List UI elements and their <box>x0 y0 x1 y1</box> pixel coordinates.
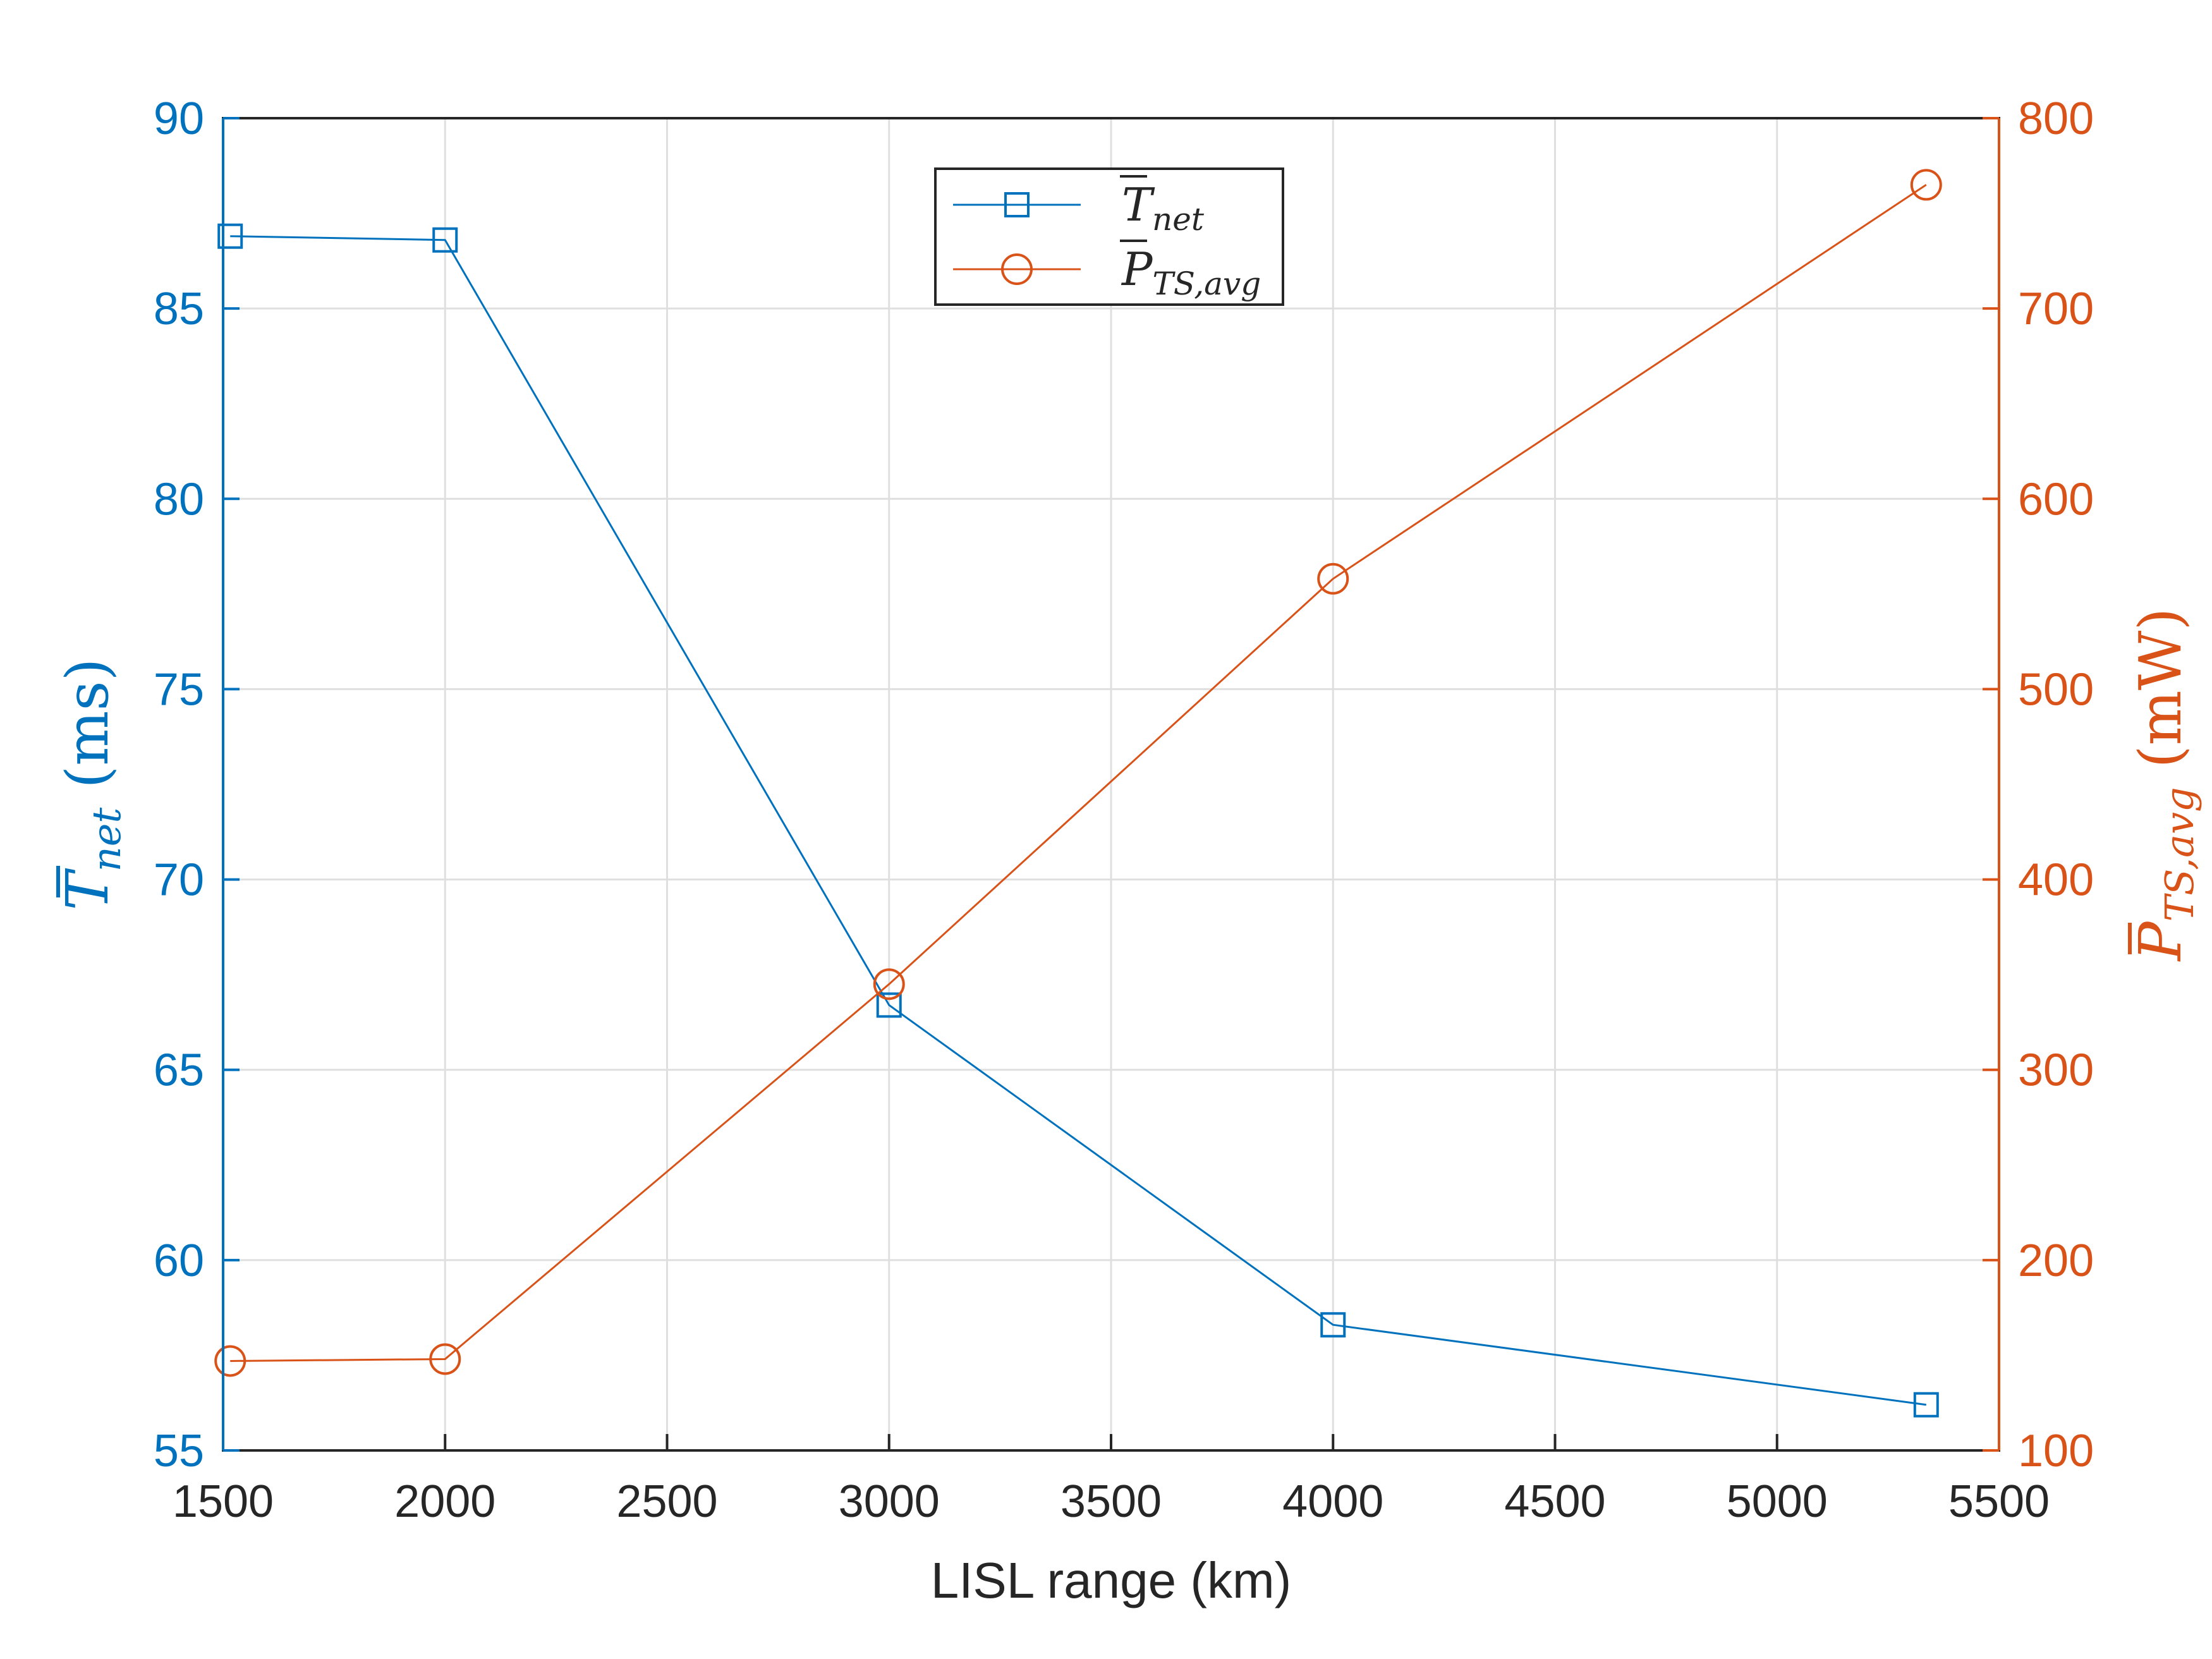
y-left-tick-label: 55 <box>154 1426 204 1476</box>
x-tick-label: 2000 <box>394 1476 495 1527</box>
data-point-circle <box>1317 562 1349 595</box>
y-left-tick-label: 65 <box>154 1045 204 1096</box>
y-axis-right-label: PTS,avg (mW) <box>2127 608 2203 963</box>
y-right-subscript: TS,avg <box>2156 787 2203 921</box>
y-axis-left-label: Tnet (ms) <box>54 658 130 910</box>
y-right-tick-label: 300 <box>2018 1045 2094 1096</box>
data-point-circle <box>873 968 905 1000</box>
y-right-tick-label: 700 <box>2018 284 2094 334</box>
x-tick-label: 3000 <box>839 1476 940 1527</box>
plot-series <box>214 169 1942 1418</box>
legend-marker-square <box>1004 192 1030 217</box>
legend-marker-circle <box>1001 253 1033 285</box>
y-right-tick-label: 200 <box>2018 1236 2094 1286</box>
legend-label-subscript: net <box>1152 201 1205 238</box>
legend-label-subscript: TS,avg <box>1152 265 1261 302</box>
y-left-subscript: net <box>83 808 130 872</box>
y-right-tick-label: 600 <box>2018 474 2094 525</box>
legend-label: PTS,avg <box>1121 243 1261 302</box>
data-point-square <box>217 223 243 249</box>
y-left-tick-label: 80 <box>154 474 204 525</box>
x-tick-label: 1500 <box>173 1476 274 1527</box>
data-point-circle <box>214 1345 246 1377</box>
series-line-square <box>230 235 1926 1406</box>
x-tick-label: 5000 <box>1727 1476 1828 1527</box>
axis-ticks: 1500 2000 2500 3000 3500 4000 4500 5000 5500 55 60… <box>154 94 2094 1527</box>
y-left-unit: (ms) <box>54 658 121 788</box>
y-left-tick-label: 70 <box>154 855 204 906</box>
x-tick-label: 3500 <box>1060 1476 1162 1527</box>
y-left-tick-label: 90 <box>154 94 204 144</box>
series-line-circle <box>230 184 1927 1362</box>
x-tick-label: 4500 <box>1504 1476 1605 1527</box>
x-tick-label: 2500 <box>616 1476 717 1527</box>
y-right-tick-label: 800 <box>2018 94 2094 144</box>
legend-label-symbol: T <box>1122 178 1155 231</box>
legend-box <box>934 167 1284 306</box>
y-left-tick-label: 85 <box>154 284 204 334</box>
data-point-square <box>876 992 902 1018</box>
y-right-tick-label: 500 <box>2018 664 2094 715</box>
x-axis-label: LISL range (km) <box>931 1552 1292 1608</box>
data-point-circle <box>429 1343 461 1375</box>
legend-label: Tnet <box>1122 178 1205 238</box>
x-tick-label: 5500 <box>1948 1476 2050 1527</box>
y-left-symbol: T <box>54 868 121 911</box>
y-right-unit: (mW) <box>2127 608 2194 769</box>
data-point-square <box>1320 1312 1346 1338</box>
y-right-symbol: P <box>2127 920 2194 962</box>
y-left-tick-label: 60 <box>154 1236 204 1286</box>
data-point-square <box>432 227 458 253</box>
data-point-square <box>1913 1392 1939 1418</box>
y-right-tick-label: 400 <box>2018 855 2094 906</box>
x-tick-label: 4000 <box>1282 1476 1383 1527</box>
data-point-circle <box>1910 169 1942 201</box>
legend-label-symbol: P <box>1121 243 1153 296</box>
y-right-tick-label: 100 <box>2018 1426 2094 1476</box>
y-left-tick-label: 75 <box>154 664 204 715</box>
